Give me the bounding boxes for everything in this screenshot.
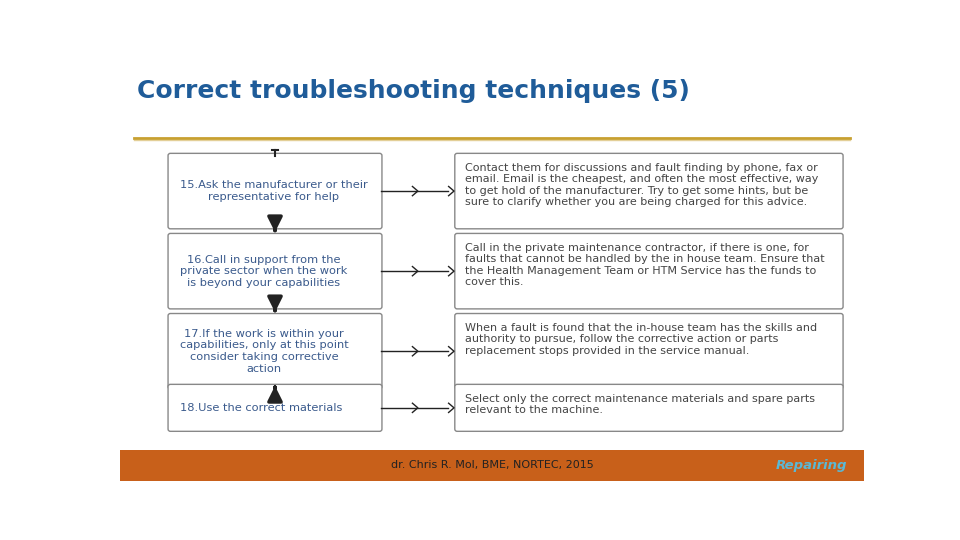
FancyBboxPatch shape [168,314,382,389]
FancyBboxPatch shape [168,153,382,229]
FancyBboxPatch shape [455,314,843,389]
Text: 16.Call in support from the
private sector when the work
is beyond your capabili: 16.Call in support from the private sect… [180,254,348,288]
FancyBboxPatch shape [455,384,843,431]
Text: When a fault is found that the in-house team has the skills and
authority to pur: When a fault is found that the in-house … [465,323,817,356]
Text: Call in the private maintenance contractor, if there is one, for
faults that can: Call in the private maintenance contract… [465,242,825,287]
FancyBboxPatch shape [168,384,382,431]
FancyBboxPatch shape [455,153,843,229]
Text: Correct troubleshooting techniques (5): Correct troubleshooting techniques (5) [137,79,690,103]
FancyBboxPatch shape [455,233,843,309]
Text: Repairing: Repairing [776,458,847,472]
Text: Contact them for discussions and fault finding by phone, fax or
email. Email is : Contact them for discussions and fault f… [465,163,818,207]
FancyBboxPatch shape [168,233,382,309]
Text: 18.Use the correct materials: 18.Use the correct materials [180,403,342,413]
Text: 15.Ask the manufacturer or their
representative for help: 15.Ask the manufacturer or their represe… [180,180,368,202]
Text: dr. Chris R. Mol, BME, NORTEC, 2015: dr. Chris R. Mol, BME, NORTEC, 2015 [391,460,593,470]
Text: Select only the correct maintenance materials and spare parts
relevant to the ma: Select only the correct maintenance mate… [465,394,815,415]
Text: 17.If the work is within your
capabilities, only at this point
consider taking c: 17.If the work is within your capabiliti… [180,329,348,374]
Bar [120,450,864,481]
